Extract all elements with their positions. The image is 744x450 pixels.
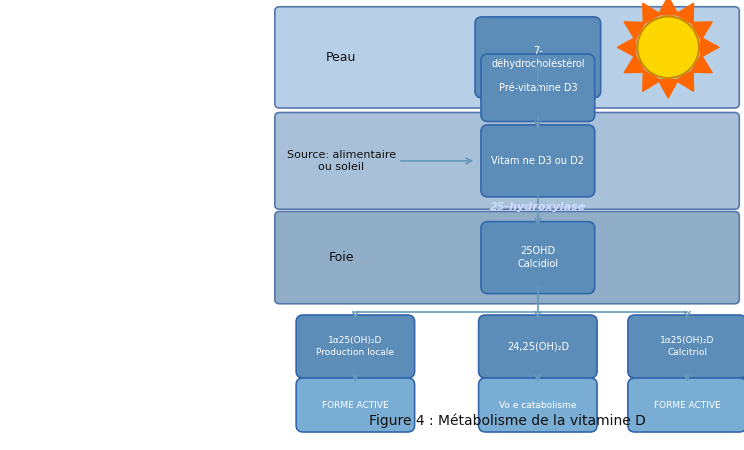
- Polygon shape: [658, 0, 679, 15]
- Text: Vitam ne D3 ou D2: Vitam ne D3 ou D2: [491, 156, 584, 166]
- Text: Peau: Peau: [326, 51, 356, 64]
- Polygon shape: [701, 37, 719, 57]
- Polygon shape: [624, 55, 645, 72]
- Text: 25OHD
Calcidiol: 25OHD Calcidiol: [517, 247, 559, 269]
- Polygon shape: [658, 80, 679, 98]
- Text: Vo e catabolisme: Vo e catabolisme: [499, 400, 577, 410]
- Polygon shape: [676, 70, 693, 91]
- Text: Foie: Foie: [328, 251, 354, 264]
- FancyBboxPatch shape: [478, 378, 597, 432]
- Text: 24,25(OH)₂D: 24,25(OH)₂D: [507, 342, 569, 351]
- Polygon shape: [643, 70, 661, 91]
- Polygon shape: [691, 55, 712, 72]
- Ellipse shape: [638, 17, 699, 78]
- Text: Pré-vitamine D3: Pré-vitamine D3: [498, 83, 577, 93]
- FancyBboxPatch shape: [275, 112, 740, 209]
- FancyBboxPatch shape: [628, 378, 744, 432]
- Text: Source: alimentaire
ou soleil: Source: alimentaire ou soleil: [286, 150, 396, 171]
- Polygon shape: [691, 22, 712, 40]
- Text: 7-
déhydrocholéstérol: 7- déhydrocholéstérol: [491, 46, 585, 69]
- FancyBboxPatch shape: [475, 17, 600, 98]
- Text: FORME ACTIVE: FORME ACTIVE: [322, 400, 388, 410]
- Text: Figure 4 : Métabolisme de la vitamine D: Figure 4 : Métabolisme de la vitamine D: [368, 413, 646, 428]
- Polygon shape: [624, 22, 645, 40]
- Text: 25-hydroxylase: 25-hydroxylase: [490, 202, 586, 212]
- FancyBboxPatch shape: [628, 315, 744, 378]
- FancyBboxPatch shape: [275, 7, 740, 108]
- Polygon shape: [643, 3, 661, 24]
- Text: 1α25(OH)₂D
Calcitriol: 1α25(OH)₂D Calcitriol: [660, 337, 714, 356]
- Polygon shape: [618, 37, 636, 57]
- FancyBboxPatch shape: [481, 221, 594, 294]
- FancyBboxPatch shape: [478, 315, 597, 378]
- FancyBboxPatch shape: [296, 315, 414, 378]
- FancyBboxPatch shape: [481, 125, 594, 197]
- Text: FORME ACTIVE: FORME ACTIVE: [654, 400, 720, 410]
- Text: 1α25(OH)₂D
Production locale: 1α25(OH)₂D Production locale: [316, 337, 394, 356]
- FancyBboxPatch shape: [481, 54, 594, 122]
- FancyBboxPatch shape: [275, 212, 740, 304]
- FancyBboxPatch shape: [296, 378, 414, 432]
- Polygon shape: [676, 3, 693, 24]
